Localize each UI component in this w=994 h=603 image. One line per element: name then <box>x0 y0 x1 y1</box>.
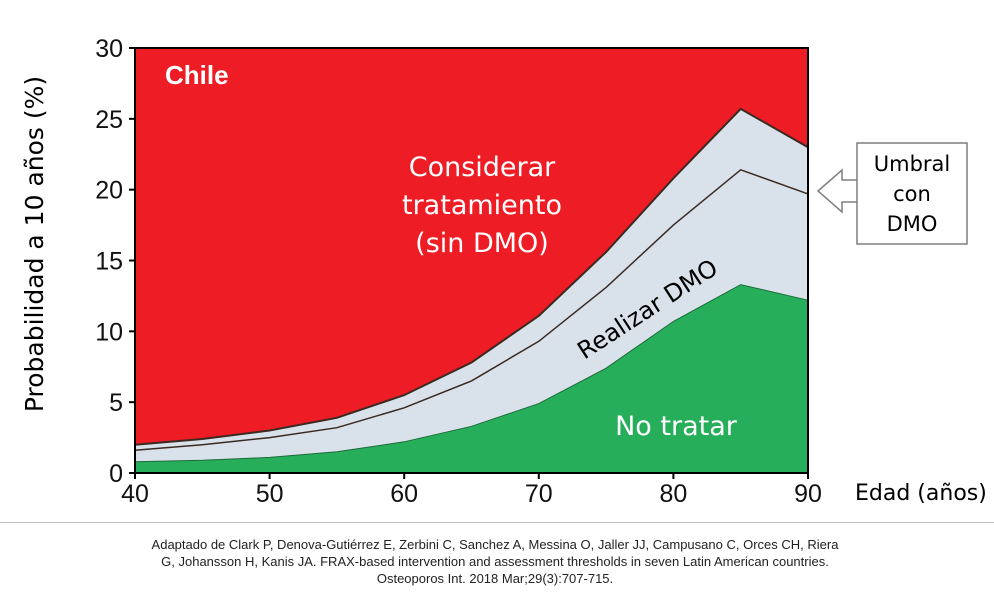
y-axis-label: Probabilidad a 10 años (%) <box>20 76 49 412</box>
x-axis-label: Edad (años) <box>855 481 987 506</box>
citation-line3: Osteoporos Int. 2018 Mar;29(3):707-715. <box>376 571 614 586</box>
callout-line3: DMO <box>887 212 938 236</box>
no-treat-label: No tratar <box>615 411 738 442</box>
x-tick-label: 80 <box>659 480 687 508</box>
citation-line2: G, Johansson H, Kanis JA. FRAX-based int… <box>161 554 829 569</box>
y-tick-label: 30 <box>95 35 123 63</box>
y-tick-label: 15 <box>95 248 123 276</box>
y-tick-label: 20 <box>95 177 123 205</box>
callout-box <box>856 142 968 245</box>
y-axis: 0 5 10 15 20 25 30 <box>95 35 135 488</box>
chart-title: Chile <box>165 60 229 90</box>
x-tick-label: 40 <box>121 480 149 508</box>
x-tick-label: 70 <box>525 480 553 508</box>
x-tick-label: 60 <box>390 480 418 508</box>
x-axis: 40 50 60 70 80 90 <box>121 473 822 508</box>
lower-threshold-line <box>134 284 809 463</box>
threshold-callout: Umbral con DMO <box>816 142 968 245</box>
bmd-threshold-line <box>134 168 809 452</box>
consider-label-line2: tratamiento <box>402 190 562 221</box>
callout-line1: Umbral <box>874 152 951 176</box>
citation-line1: Adaptado de Clark P, Denova-Gutiérrez E,… <box>151 537 839 552</box>
x-tick-label: 50 <box>256 480 284 508</box>
y-tick-label: 25 <box>95 106 123 134</box>
callout-line2: con <box>893 182 931 206</box>
y-tick-label: 0 <box>109 460 123 488</box>
no-treat-region <box>135 284 808 473</box>
divider <box>0 522 994 523</box>
y-tick-label: 5 <box>109 389 123 417</box>
upper-threshold-line <box>134 107 809 446</box>
chart: 0 5 10 15 20 25 30 40 50 60 70 80 90 Chile Consider… <box>20 35 987 508</box>
consider-label-line3: (sin DMO) <box>415 228 549 259</box>
citation: Adaptado de Clark P, Denova-Gutiérrez E,… <box>95 536 895 587</box>
callout-arrow-icon <box>816 168 859 214</box>
y-tick-label: 10 <box>95 318 123 346</box>
plot-area <box>134 47 809 474</box>
x-tick-label: 90 <box>794 480 822 508</box>
consider-label-line1: Considerar <box>409 152 556 183</box>
